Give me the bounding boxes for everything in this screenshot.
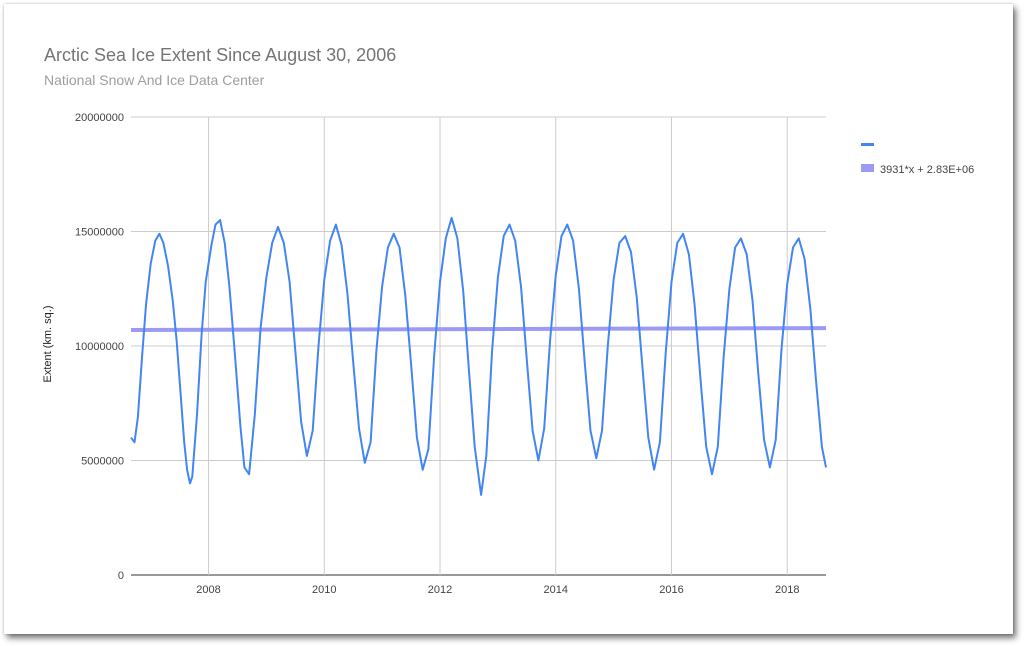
legend-swatch [861, 143, 874, 146]
y-axis-ticks: 0 5000000 10000000 15000000 20000000 [75, 112, 124, 582]
x-tick-label: 2008 [196, 584, 220, 596]
x-tick-label: 2012 [428, 584, 452, 596]
series [130, 216, 827, 496]
chart-card: Arctic Sea Ice Extent Since August 30, 2… [4, 4, 1013, 634]
chart: Arctic Sea Ice Extent Since August 30, 2… [42, 45, 974, 596]
y-tick-label: 0 [118, 570, 124, 582]
y-tick-label: 15000000 [75, 227, 124, 239]
legend-label: 3931*x + 2.83E+06 [880, 164, 974, 176]
x-tick-label: 2014 [544, 584, 568, 596]
y-tick-label: 10000000 [75, 341, 124, 353]
extent-series [130, 216, 827, 496]
chart-subtitle: National Snow And Ice Data Center [44, 72, 265, 88]
y-axis-label: Extent (km. sq.) [42, 305, 54, 382]
trendline-series [130, 326, 827, 332]
legend: 3931*x + 2.83E+06 [861, 143, 974, 176]
x-tick-label: 2010 [312, 584, 336, 596]
y-tick-label: 20000000 [75, 112, 124, 124]
x-tick-label: 2018 [775, 584, 799, 596]
x-tick-label: 2016 [659, 584, 683, 596]
x-axis-ticks: 2008 2010 2012 2014 2016 2018 [196, 584, 799, 596]
y-tick-label: 5000000 [81, 456, 124, 468]
chart-title: Arctic Sea Ice Extent Since August 30, 2… [44, 45, 396, 65]
legend-swatch [861, 164, 874, 172]
grid [131, 116, 826, 576]
